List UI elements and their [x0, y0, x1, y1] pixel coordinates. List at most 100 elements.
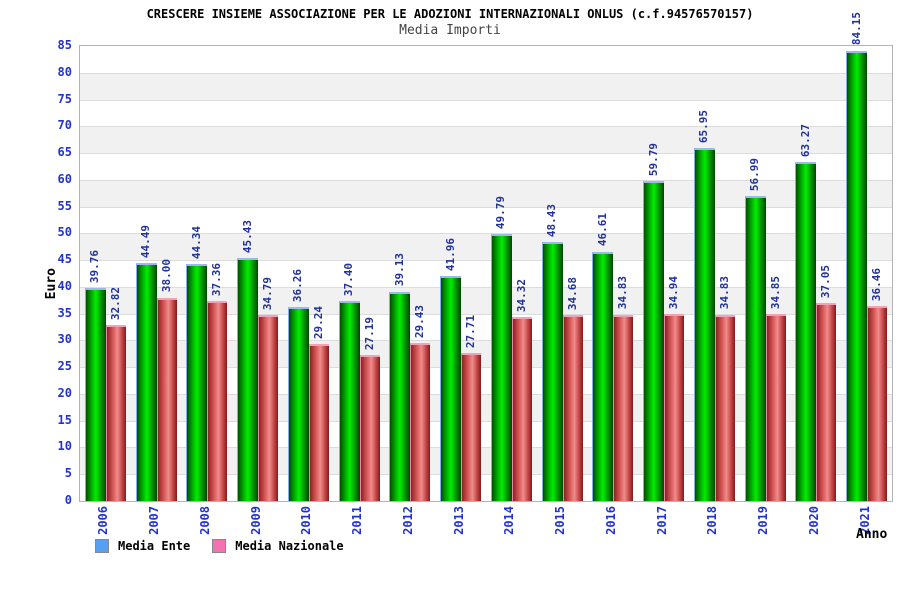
- bar-value-label: 44.34: [189, 225, 203, 259]
- legend-item-media-nazionale: Media Nazionale: [212, 539, 344, 553]
- bar-value-label: 29.43: [413, 305, 427, 339]
- legend-item-media-ente: Media Ente: [95, 539, 190, 553]
- bar-media-nazionale: [105, 325, 126, 501]
- bar-media-ente: [490, 234, 512, 501]
- legend-label-media-nazionale: Media Nazionale: [235, 539, 344, 553]
- bar-value-label: 44.49: [139, 224, 153, 258]
- bar-value-label: 37.36: [210, 262, 224, 297]
- bar-value-label: 34.79: [261, 276, 275, 310]
- x-tick-label: 2009: [248, 506, 263, 535]
- bar-media-ente: [693, 147, 715, 501]
- bar-media-nazionale: [308, 344, 329, 501]
- y-tick-label: 50: [57, 225, 72, 240]
- y-tick-label: 40: [57, 278, 72, 293]
- gridline: [80, 474, 892, 476]
- x-tick-label: 2019: [756, 506, 771, 535]
- bar-media-ente: [135, 262, 157, 501]
- y-tick-label: 55: [57, 198, 72, 213]
- bar-value-label: 36.46: [870, 267, 884, 301]
- chart-title: CRESCERE INSIEME ASSOCIAZIONE PER LE ADO…: [146, 7, 754, 21]
- y-tick-label: 20: [57, 385, 72, 400]
- y-tick-label: 85: [57, 38, 72, 52]
- gridline: [80, 286, 892, 288]
- plot-band: [80, 153, 892, 180]
- y-tick-label: 5: [64, 466, 72, 481]
- bar-value-label: 46.61: [595, 213, 609, 247]
- bar-media-nazionale: [867, 305, 888, 501]
- bar-media-ente: [287, 306, 309, 501]
- y-tick-label: 35: [57, 305, 72, 320]
- y-tick-label: 0: [64, 493, 72, 507]
- plot-area: 39.76 32.82 44.49 38.00 44.34 37.36 45.43 34.79…: [79, 12, 893, 502]
- bar-media-ente: [643, 180, 665, 501]
- bar-media-ente: [389, 291, 411, 501]
- bar-value-label: 63.27: [798, 124, 812, 158]
- bar-value-label: 38.00: [159, 259, 173, 293]
- gridline: [80, 206, 892, 208]
- bar-media-nazionale: [207, 301, 228, 501]
- x-tick-label: 2016: [603, 506, 618, 535]
- gridline: [80, 126, 892, 128]
- bar-value-label: 41.96: [443, 238, 457, 272]
- bar-value-label: 56.99: [748, 157, 762, 191]
- gridline: [80, 393, 892, 395]
- gridline: [80, 179, 892, 181]
- y-tick-label: 60: [57, 171, 72, 186]
- bar-media-ente: [237, 257, 259, 501]
- x-tick-label: 2020: [806, 506, 821, 535]
- legend: Media Ente Media Nazionale: [95, 539, 366, 553]
- plot-band: [80, 46, 892, 73]
- bar-value-label: 37.05: [819, 264, 833, 298]
- gridline: [80, 313, 892, 315]
- legend-swatch-media-nazionale: [212, 539, 227, 553]
- bar-value-label: 39.13: [392, 253, 406, 287]
- bar-value-label: 48.43: [545, 203, 559, 237]
- bar-value-label: 34.83: [616, 276, 630, 310]
- gridline: [80, 447, 892, 449]
- x-tick-label: 2015: [553, 506, 568, 535]
- bar-value-label: 59.79: [646, 142, 660, 176]
- bar-value-label: 39.76: [88, 250, 102, 284]
- bar-value-label: 34.83: [717, 276, 731, 310]
- bar-value-label: 36.26: [291, 268, 305, 302]
- bar-value-label: 32.82: [108, 287, 122, 321]
- y-tick-label: 10: [57, 439, 72, 454]
- bar-value-label: 65.95: [697, 109, 711, 143]
- bar-media-nazionale: [511, 317, 532, 501]
- x-tick-label: 2006: [96, 506, 111, 535]
- bar-value-label: 84.15: [849, 12, 863, 46]
- bar-media-ente: [744, 195, 766, 501]
- y-tick-label: 80: [57, 64, 72, 79]
- x-tick-label: 2014: [502, 506, 517, 535]
- bar-value-label: 45.43: [240, 219, 254, 253]
- y-tick-label: 65: [57, 145, 72, 160]
- x-tick-label: 2017: [654, 506, 669, 535]
- bar-value-label: 34.32: [514, 279, 528, 313]
- x-tick-label: 2018: [705, 506, 720, 535]
- bar-media-nazionale: [664, 313, 685, 501]
- bar-media-nazionale: [816, 302, 837, 501]
- x-tick-label: 2007: [147, 506, 162, 535]
- bar-media-nazionale: [714, 314, 735, 501]
- gridline: [80, 340, 892, 342]
- bar-media-nazionale: [410, 343, 431, 501]
- plot-band: [80, 99, 892, 127]
- gridline: [80, 367, 892, 369]
- bar-media-ente: [795, 162, 817, 501]
- x-axis-title: Anno: [856, 527, 888, 542]
- bar-media-ente: [338, 300, 360, 501]
- gridline: [80, 260, 892, 262]
- x-tick-label: 2010: [299, 506, 314, 535]
- bar-media-nazionale: [359, 355, 380, 501]
- plot-band: [80, 126, 892, 154]
- gridline: [80, 99, 892, 101]
- gridline: [80, 233, 892, 235]
- bar-value-label: 27.71: [464, 314, 478, 348]
- bar-media-ente: [84, 288, 106, 501]
- gridline: [80, 72, 892, 74]
- bar-media-nazionale: [258, 314, 279, 501]
- y-tick-label: 70: [57, 118, 72, 133]
- bar-media-nazionale: [461, 352, 482, 501]
- gridline: [80, 153, 892, 155]
